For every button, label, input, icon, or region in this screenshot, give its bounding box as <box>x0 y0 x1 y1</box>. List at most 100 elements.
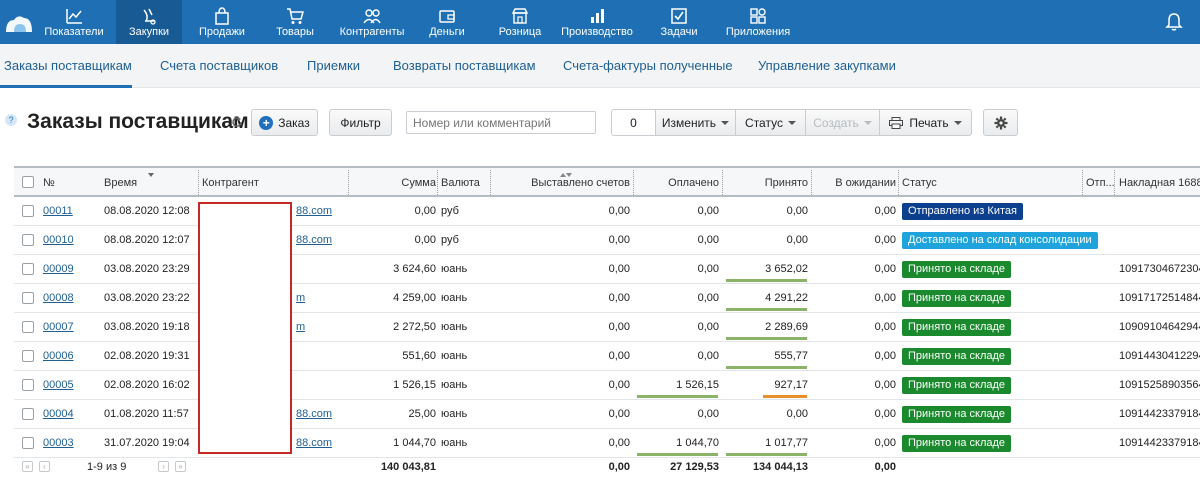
subnav-tab-4[interactable]: Счета-фактуры полученные <box>563 58 733 73</box>
header-invoiced[interactable]: Выставлено счетов <box>531 177 630 189</box>
subnav-tab-1[interactable]: Счета поставщиков <box>160 58 279 73</box>
refresh-icon[interactable] <box>231 116 243 128</box>
nav-item-2[interactable]: Продажи <box>186 0 258 44</box>
search-input[interactable] <box>406 111 596 134</box>
bulk-actions-group: 0 Изменить Статус Создать Печать <box>611 109 972 136</box>
contractor-link[interactable]: 88.com <box>296 205 333 217</box>
add-order-button[interactable]: + Заказ <box>251 109 318 136</box>
row-checkbox[interactable] <box>22 321 34 333</box>
chevron-down-icon <box>953 120 962 125</box>
create-dropdown[interactable]: Создать <box>806 110 880 135</box>
contractor-link[interactable]: 88.com <box>296 408 333 420</box>
row-checkbox[interactable] <box>22 263 34 275</box>
status-dropdown[interactable]: Статус <box>736 110 806 135</box>
order-currency: юань <box>441 321 468 333</box>
header-sum[interactable]: Сумма <box>401 177 436 189</box>
header-currency[interactable]: Валюта <box>441 177 480 189</box>
order-number-link[interactable]: 00006 <box>43 350 74 362</box>
table-row[interactable]: 00008 03.08.2020 23:22 m 4 259,00 юань 0,00 0,… <box>14 284 1200 313</box>
header-shipped[interactable]: Отп... <box>1086 177 1115 189</box>
subnav-tab-5[interactable]: Управление закупками <box>758 58 896 73</box>
app-logo-icon[interactable] <box>4 12 34 34</box>
status-badge[interactable]: Принято на складе <box>902 406 1012 423</box>
header-status[interactable]: Статус <box>902 177 937 189</box>
order-number-link[interactable]: 00007 <box>43 321 74 333</box>
help-icon[interactable]: ? <box>5 114 17 126</box>
nav-item-4[interactable]: Контрагенты <box>334 0 410 44</box>
header-paid[interactable]: Оплачено <box>668 177 719 189</box>
header-waybill[interactable]: Накладная 1688 <box>1119 177 1200 189</box>
nav-item-1[interactable]: Закупки <box>116 0 182 44</box>
change-dropdown[interactable]: Изменить <box>656 110 736 135</box>
order-number-link[interactable]: 00003 <box>43 437 74 449</box>
header-num[interactable]: № <box>43 177 55 189</box>
table-row[interactable]: 00004 01.08.2020 11:57 88.com 25,00 юань 0,00… <box>14 400 1200 429</box>
table-row[interactable]: 00006 02.08.2020 19:31 551,60 юань 0,00 0,00 5… <box>14 342 1200 371</box>
order-waybill: 10915258903564 <box>1119 379 1200 391</box>
nav-item-5[interactable]: Деньги <box>414 0 480 44</box>
nav-item-0[interactable]: Показатели <box>40 0 108 44</box>
status-badge[interactable]: Принято на складе <box>902 290 1012 307</box>
table-row[interactable]: 00011 08.08.2020 12:08 88.com 0,00 руб 0,00 0,… <box>14 197 1200 226</box>
print-dropdown[interactable]: Печать <box>880 110 971 135</box>
nav-item-9[interactable]: Приложения <box>718 0 798 44</box>
header-pending[interactable]: В ожидании <box>835 177 896 189</box>
contractor-link[interactable]: m <box>296 321 306 333</box>
filter-button[interactable]: Фильтр <box>329 109 392 136</box>
order-received: 3 652,02 <box>765 263 808 275</box>
nav-item-label: Показатели <box>44 26 104 38</box>
order-paid: 0,00 <box>697 263 719 275</box>
status-badge[interactable]: Принято на складе <box>902 348 1012 365</box>
row-checkbox[interactable] <box>22 408 34 420</box>
order-number-link[interactable]: 00009 <box>43 263 74 275</box>
status-badge[interactable]: Отправлено из Китая <box>902 203 1023 220</box>
table-row[interactable]: 00010 08.08.2020 12:07 88.com 0,00 руб 0,00 0,… <box>14 226 1200 255</box>
order-number-link[interactable]: 00010 <box>43 234 74 246</box>
header-received[interactable]: Принято <box>764 177 808 189</box>
header-time[interactable]: Время <box>104 177 138 189</box>
settings-button[interactable] <box>983 109 1018 136</box>
table-row[interactable]: 00007 03.08.2020 19:18 m 2 272,50 юань 0,00 0,… <box>14 313 1200 342</box>
print-label: Печать <box>909 115 949 130</box>
status-badge[interactable]: Принято на складе <box>902 377 1012 394</box>
prev-page-icon[interactable]: ‹ <box>39 461 50 472</box>
nav-item-6[interactable]: Розница <box>487 0 553 44</box>
filter-label: Фильтр <box>340 115 381 130</box>
header-contractor[interactable]: Контрагент <box>202 177 259 189</box>
status-badge[interactable]: Принято на складе <box>902 319 1012 336</box>
order-invoiced: 0,00 <box>608 205 630 217</box>
subnav-tab-2[interactable]: Приемки <box>307 58 360 73</box>
row-checkbox[interactable] <box>22 205 34 217</box>
row-checkbox[interactable] <box>22 350 34 362</box>
last-page-icon[interactable]: » <box>175 461 186 472</box>
contractor-link[interactable]: 88.com <box>296 234 333 246</box>
row-checkbox[interactable] <box>22 292 34 304</box>
table-row[interactable]: 00005 02.08.2020 16:02 1 526,15 юань 0,00 1 5… <box>14 371 1200 400</box>
order-number-link[interactable]: 00011 <box>43 205 73 217</box>
next-page-icon[interactable]: › <box>158 461 169 472</box>
order-number-link[interactable]: 00005 <box>43 379 74 391</box>
contractor-link[interactable]: 88.com <box>296 437 333 449</box>
status-badge[interactable]: Принято на складе <box>902 261 1012 278</box>
row-checkbox[interactable] <box>22 437 34 449</box>
select-all-checkbox[interactable] <box>22 176 34 188</box>
status-badge[interactable]: Принято на складе <box>902 435 1012 452</box>
subnav-tab-3[interactable]: Возвраты поставщикам <box>393 58 536 73</box>
order-currency: юань <box>441 350 468 362</box>
table-row[interactable]: 00009 03.08.2020 23:29 3 624,60 юань 0,00 0,0… <box>14 255 1200 284</box>
row-checkbox[interactable] <box>22 234 34 246</box>
notifications-bell-icon[interactable] <box>1165 12 1183 32</box>
status-badge[interactable]: Доставлено на склад консолидации <box>902 232 1098 249</box>
order-number-link[interactable]: 00004 <box>43 408 74 420</box>
table-row[interactable]: 00003 31.07.2020 19:04 88.com 1 044,70 юань 0… <box>14 429 1200 458</box>
nav-item-3[interactable]: Товары <box>264 0 326 44</box>
contractor-link[interactable]: m <box>296 292 306 304</box>
row-checkbox[interactable] <box>22 379 34 391</box>
received-progress-bar <box>763 395 807 398</box>
nav-item-8[interactable]: Задачи <box>648 0 710 44</box>
order-number-link[interactable]: 00008 <box>43 292 74 304</box>
first-page-icon[interactable]: « <box>22 461 33 472</box>
nav-item-7[interactable]: Производство <box>558 0 636 44</box>
subnav-tab-0[interactable]: Заказы поставщикам <box>4 58 132 73</box>
order-waybill: 10917304672304 <box>1119 263 1200 275</box>
